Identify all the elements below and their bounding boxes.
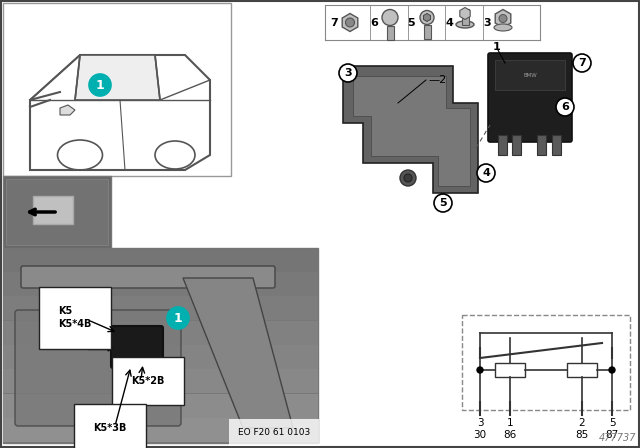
Text: 1: 1 bbox=[507, 418, 513, 428]
Bar bbox=[495, 363, 525, 377]
Circle shape bbox=[499, 14, 507, 22]
Text: EO F20 61 0103: EO F20 61 0103 bbox=[237, 428, 310, 437]
Text: 3: 3 bbox=[483, 17, 491, 27]
Polygon shape bbox=[60, 105, 75, 115]
Text: 86: 86 bbox=[504, 430, 516, 440]
Text: 1: 1 bbox=[493, 42, 500, 52]
Circle shape bbox=[167, 307, 189, 329]
Text: K5
K5*4B: K5 K5*4B bbox=[58, 306, 92, 329]
Bar bbox=[424, 25, 431, 39]
Bar bbox=[135, 363, 143, 373]
Text: 477737: 477737 bbox=[598, 433, 636, 443]
Text: —2: —2 bbox=[428, 75, 446, 85]
Bar bbox=[462, 315, 630, 410]
Bar bbox=[115, 363, 123, 373]
Text: 87: 87 bbox=[605, 430, 619, 440]
Polygon shape bbox=[460, 8, 470, 20]
Text: 2: 2 bbox=[579, 418, 586, 428]
Bar bbox=[3, 272, 318, 296]
FancyArrow shape bbox=[88, 345, 113, 351]
Polygon shape bbox=[183, 278, 293, 428]
FancyBboxPatch shape bbox=[111, 326, 163, 368]
Text: 1: 1 bbox=[95, 78, 104, 91]
Circle shape bbox=[404, 174, 412, 182]
Bar bbox=[146, 363, 154, 373]
Bar bbox=[3, 321, 318, 345]
Polygon shape bbox=[424, 13, 431, 22]
Text: 5: 5 bbox=[408, 17, 415, 27]
Bar bbox=[567, 363, 597, 377]
Bar bbox=[537, 135, 546, 155]
Bar bbox=[3, 296, 318, 320]
Ellipse shape bbox=[494, 24, 512, 31]
Circle shape bbox=[434, 194, 452, 212]
Bar bbox=[3, 418, 318, 442]
Circle shape bbox=[382, 9, 398, 26]
Circle shape bbox=[477, 367, 483, 373]
Text: 5: 5 bbox=[609, 418, 615, 428]
Polygon shape bbox=[342, 13, 358, 31]
Text: 1: 1 bbox=[173, 311, 182, 324]
Text: 6: 6 bbox=[370, 17, 378, 27]
Bar bbox=[387, 26, 394, 39]
Circle shape bbox=[609, 367, 615, 373]
Bar bbox=[33, 196, 73, 224]
Bar bbox=[512, 135, 521, 155]
Polygon shape bbox=[343, 66, 478, 193]
Text: 3: 3 bbox=[477, 418, 483, 428]
Text: 7: 7 bbox=[578, 58, 586, 68]
Polygon shape bbox=[495, 9, 511, 27]
Bar bbox=[3, 369, 318, 393]
Circle shape bbox=[400, 170, 416, 186]
Text: 85: 85 bbox=[575, 430, 589, 440]
Bar bbox=[461, 9, 468, 25]
Circle shape bbox=[339, 64, 357, 82]
Text: 7: 7 bbox=[330, 17, 338, 27]
Bar bbox=[3, 394, 318, 418]
FancyBboxPatch shape bbox=[21, 266, 275, 288]
Text: 4: 4 bbox=[445, 17, 453, 27]
Bar bbox=[552, 135, 561, 155]
Text: 30: 30 bbox=[474, 430, 486, 440]
Circle shape bbox=[573, 54, 591, 72]
Polygon shape bbox=[353, 76, 470, 186]
FancyBboxPatch shape bbox=[15, 310, 181, 426]
Circle shape bbox=[556, 98, 574, 116]
Circle shape bbox=[420, 10, 434, 25]
Circle shape bbox=[477, 164, 495, 182]
Ellipse shape bbox=[456, 21, 474, 28]
Text: 6: 6 bbox=[561, 102, 569, 112]
Circle shape bbox=[346, 18, 355, 27]
Bar bbox=[3, 176, 111, 248]
Bar bbox=[3, 248, 318, 443]
Text: 5: 5 bbox=[439, 198, 447, 208]
Bar bbox=[498, 135, 507, 155]
Bar bbox=[495, 60, 565, 90]
Bar bbox=[6, 179, 108, 245]
Bar bbox=[125, 363, 133, 373]
FancyBboxPatch shape bbox=[488, 53, 572, 142]
Text: K5*2B: K5*2B bbox=[131, 376, 164, 386]
Polygon shape bbox=[75, 55, 160, 100]
Bar bbox=[3, 3, 231, 176]
Text: 4: 4 bbox=[482, 168, 490, 178]
Circle shape bbox=[89, 74, 111, 96]
Bar bbox=[3, 345, 318, 369]
Polygon shape bbox=[30, 55, 210, 170]
Bar bbox=[3, 248, 318, 272]
Text: 3: 3 bbox=[344, 68, 352, 78]
Text: K5*3B: K5*3B bbox=[93, 423, 126, 433]
Text: BMW: BMW bbox=[523, 73, 537, 78]
